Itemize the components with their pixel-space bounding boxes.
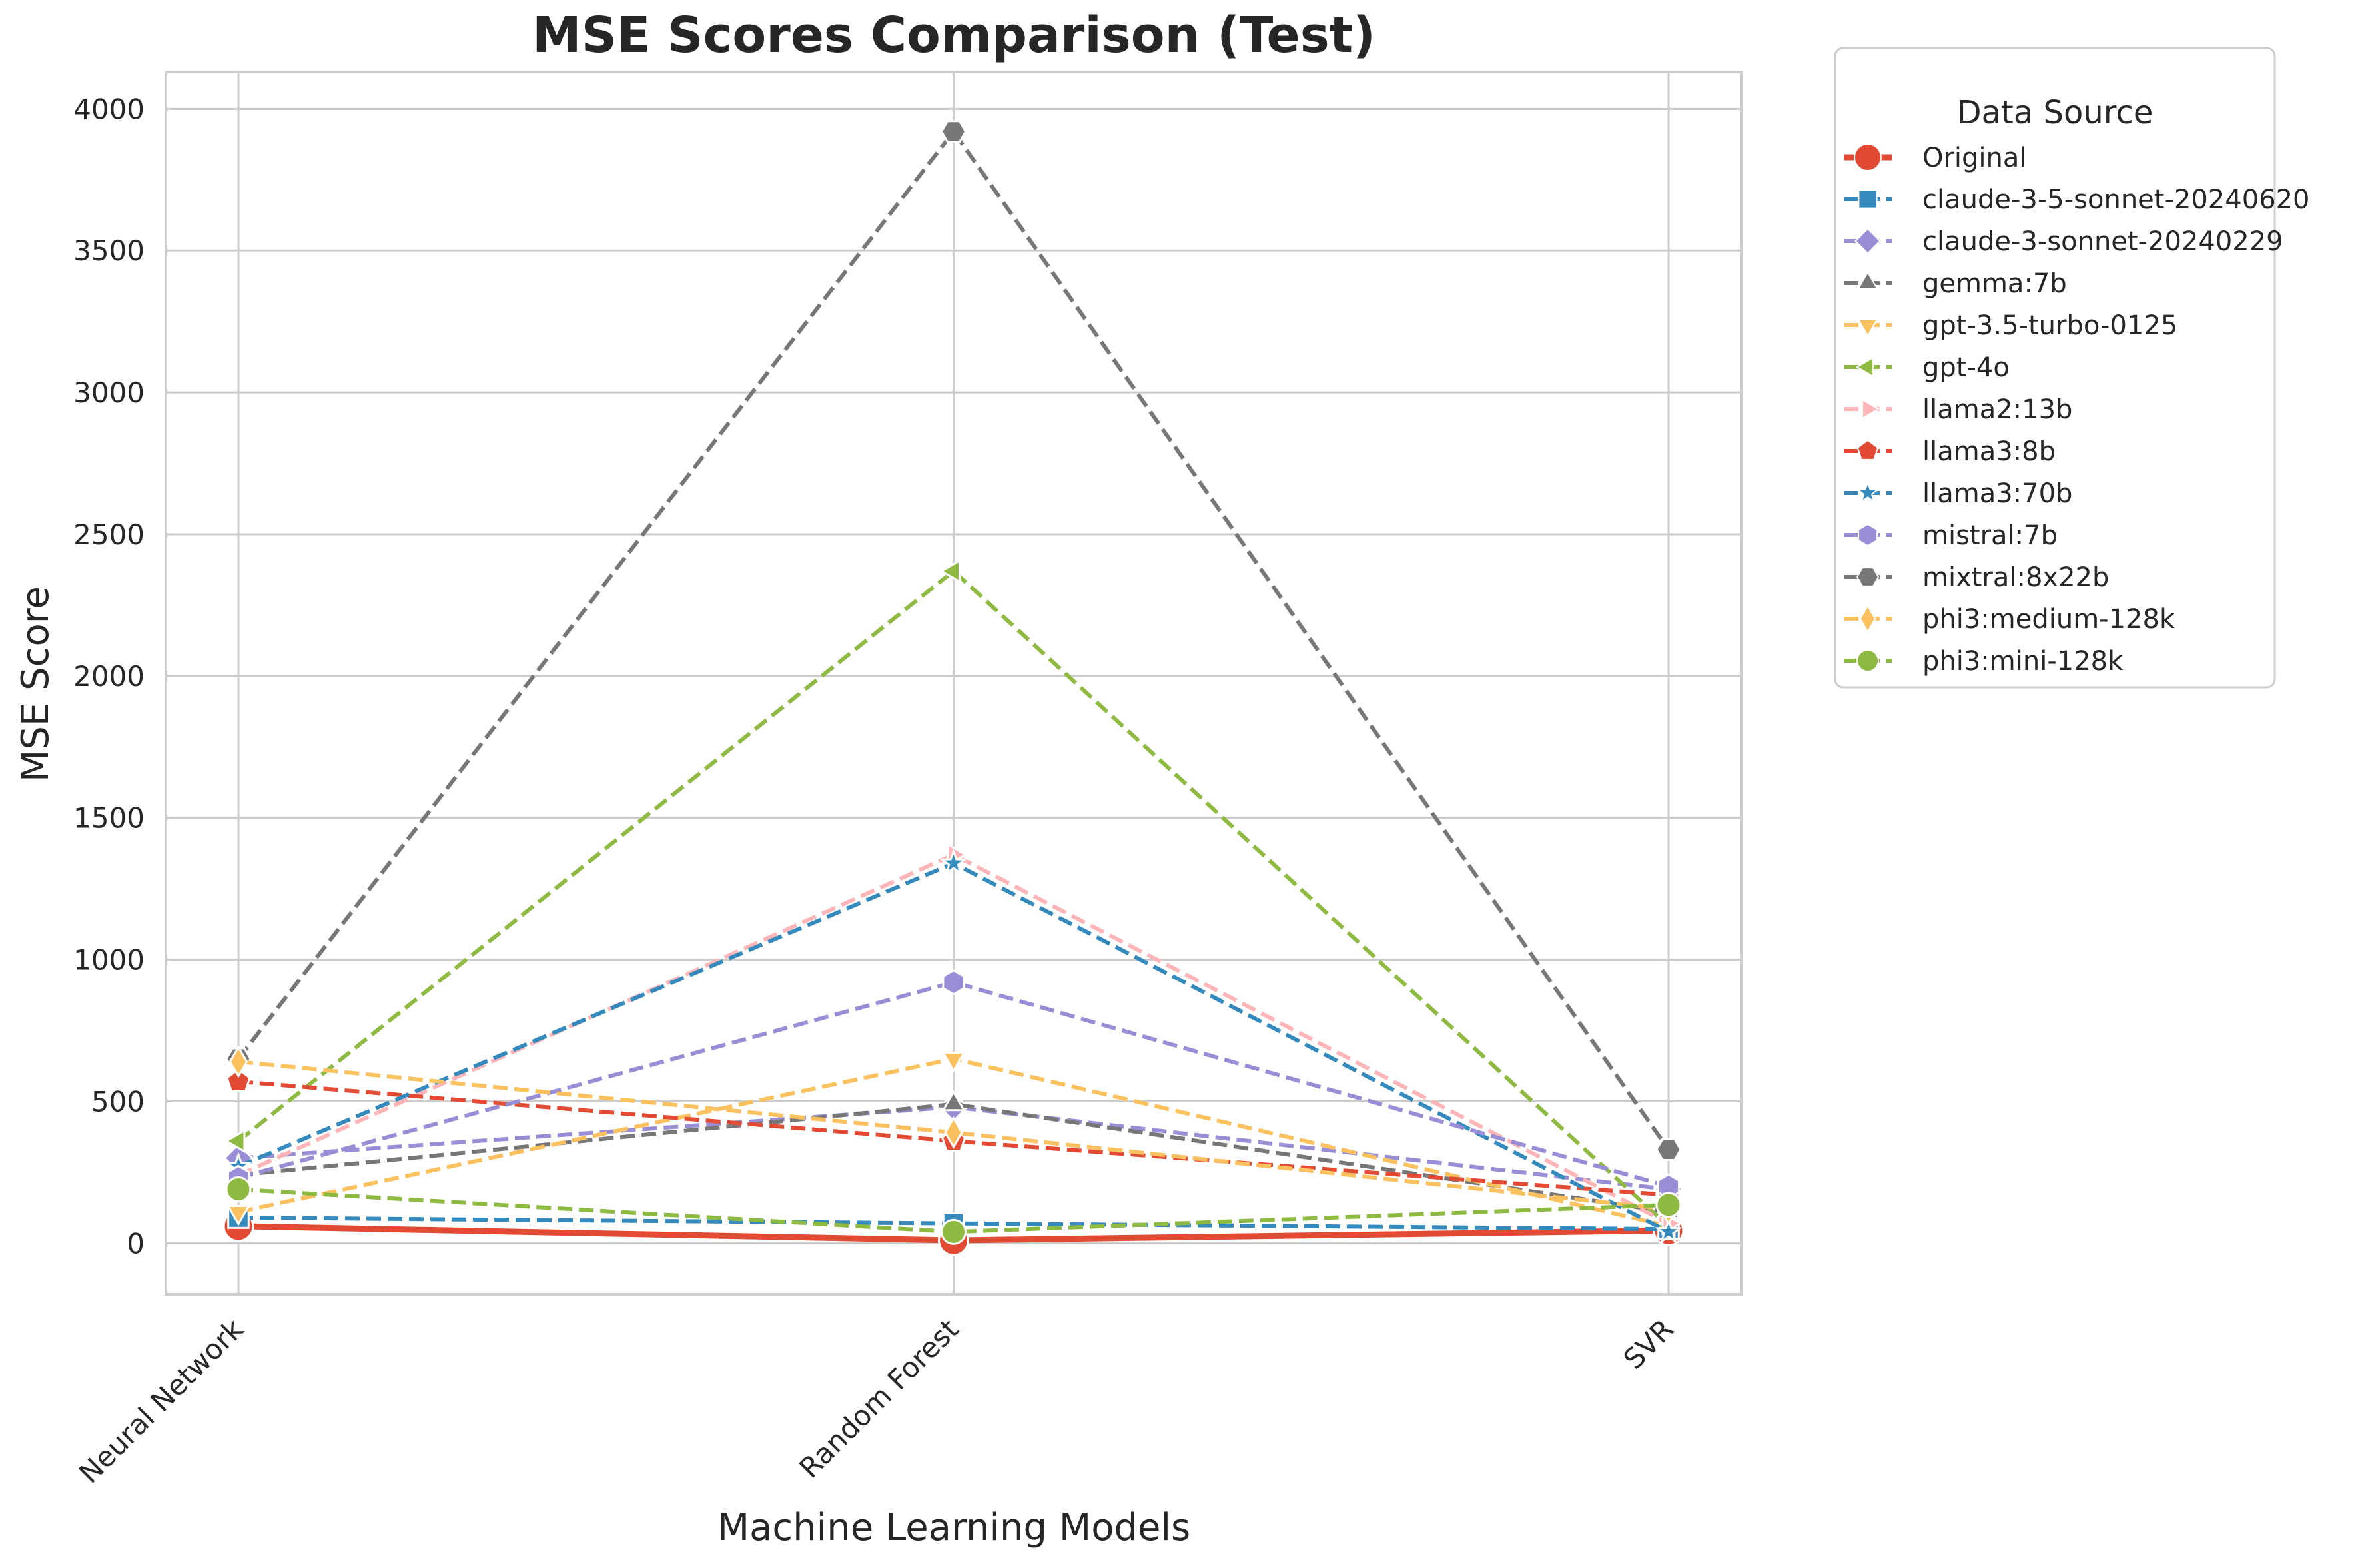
- legend-title: Data Source: [1957, 94, 2154, 131]
- y-axis-label: MSE Score: [14, 586, 57, 782]
- data-point: [224, 1128, 246, 1154]
- legend-item: claude-3-sonnet-20240229: [1844, 226, 2283, 257]
- legend-label: Original: [1922, 143, 2027, 173]
- legend-label: claude-3-sonnet-20240229: [1922, 226, 2283, 257]
- data-point: [1655, 1138, 1682, 1161]
- legend-item: llama2:13b: [1844, 394, 2072, 425]
- data-point: [1859, 604, 1876, 633]
- legend: Data Source Original claude-3-5-sonnet-20…: [1834, 47, 2310, 689]
- data-point: [941, 1218, 967, 1245]
- data-point: [1854, 143, 1882, 171]
- legend-label: llama3:8b: [1922, 436, 2056, 467]
- legend-label: gpt-3.5-turbo-0125: [1922, 310, 2177, 341]
- data-point: [1862, 398, 1880, 420]
- legend-label: mixtral:8x22b: [1922, 562, 2109, 593]
- series-line: [236, 129, 1671, 1151]
- y-tick-label: 3000: [73, 376, 145, 409]
- data-point: [226, 1205, 251, 1226]
- legend-item: mixtral:8x22b: [1844, 562, 2109, 593]
- data-point: [226, 1068, 251, 1092]
- legend-item: phi3:medium-128k: [1844, 604, 2175, 635]
- y-tick-label: 1500: [73, 802, 145, 835]
- data-point: [1856, 567, 1880, 587]
- legend-label: mistral:7b: [1922, 520, 2058, 551]
- legend-item: llama3:8b: [1844, 436, 2056, 467]
- data-point: [944, 1116, 963, 1149]
- data-point: [1854, 228, 1881, 254]
- y-tick-label: 2000: [73, 660, 145, 693]
- data-point: [939, 559, 961, 584]
- data-point: [225, 1176, 252, 1202]
- data-point: [1857, 271, 1878, 289]
- data-point: [1655, 1217, 1683, 1244]
- series-phi3:mini-128k: [225, 1176, 1682, 1245]
- data-point: [939, 848, 968, 875]
- y-tick-label: 2500: [73, 518, 145, 551]
- legend-label: gemma:7b: [1922, 268, 2067, 299]
- y-tick-label: 0: [127, 1227, 145, 1260]
- y-tick-label: 1000: [73, 944, 145, 977]
- series-layer: [222, 120, 1685, 1256]
- legend-label: phi3:mini-128k: [1922, 646, 2124, 677]
- legend-item: phi3:mini-128k: [1844, 646, 2124, 677]
- legend-item: Original: [1844, 143, 2027, 173]
- data-point: [1856, 356, 1874, 378]
- legend-item: gpt-4o: [1844, 352, 2010, 383]
- data-point: [1856, 649, 1879, 672]
- data-point: [1655, 1192, 1682, 1218]
- x-tick-label: Neural Network: [73, 1312, 250, 1490]
- data-point: [940, 120, 967, 143]
- data-point: [941, 1090, 966, 1112]
- series-line: [237, 853, 1670, 1226]
- x-axis-label: Machine Learning Models: [717, 1506, 1190, 1549]
- data-point: [1856, 439, 1879, 460]
- series-line: [238, 1059, 1669, 1212]
- data-point: [1858, 189, 1878, 209]
- series-line: [238, 980, 1669, 1189]
- legend-frame: [1834, 47, 2276, 689]
- legend-label: llama3:70b: [1922, 478, 2072, 509]
- chart-title: MSE Scores Comparison (Test): [532, 7, 1375, 64]
- x-axis-ticks: Neural Network Random Forest SVR: [73, 1312, 1680, 1490]
- legend-item: mistral:7b: [1844, 520, 2058, 551]
- legend-item: gemma:7b: [1844, 268, 2067, 299]
- legend-item: llama3:70b: [1844, 478, 2072, 509]
- legend-label: phi3:medium-128k: [1922, 604, 2175, 635]
- y-tick-label: 3500: [73, 234, 145, 267]
- data-point: [228, 1045, 248, 1078]
- legend-item: claude-3-5-sonnet-20240620: [1844, 185, 2310, 215]
- legend-label: gpt-4o: [1922, 352, 2010, 383]
- legend-label: llama2:13b: [1922, 394, 2072, 425]
- y-tick-label: 4000: [73, 93, 145, 125]
- y-axis-ticks: 0 500 1000 1500 2000 2500 3000 3500 4000: [73, 93, 145, 1260]
- legend-label: claude-3-5-sonnet-20240620: [1922, 185, 2310, 215]
- series-line: [237, 569, 1671, 1228]
- y-tick-label: 500: [91, 1085, 145, 1118]
- data-point: [941, 1052, 966, 1073]
- legend-item: gpt-3.5-turbo-0125: [1844, 310, 2177, 341]
- data-point: [1856, 480, 1880, 503]
- data-point: [1857, 319, 1878, 337]
- data-point: [1858, 523, 1878, 547]
- legend-items: Original claude-3-5-sonnet-20240620 claude…: [1844, 143, 2310, 677]
- x-tick-label: Random Forest: [793, 1312, 965, 1484]
- plot-frame: [165, 71, 1743, 1296]
- data-point: [942, 969, 965, 996]
- x-tick-label: SVR: [1617, 1312, 1680, 1375]
